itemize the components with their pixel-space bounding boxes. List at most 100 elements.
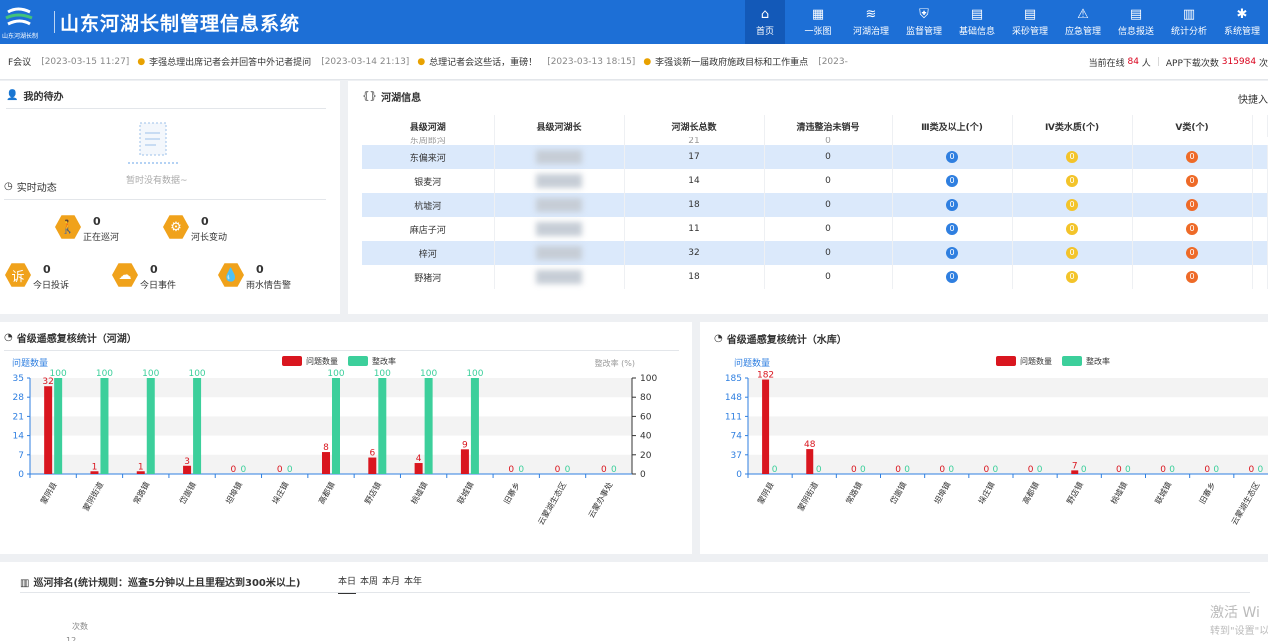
nav-label: 采砂管理	[1011, 27, 1048, 37]
nav-label: 系统管理	[1223, 27, 1260, 37]
ticker-headline[interactable]: 总理记者会这些话，重磅！	[429, 58, 538, 68]
count-badge[interactable]: 0	[1186, 151, 1198, 163]
nav-item-2[interactable]: ≋ 河湖治理	[851, 0, 891, 44]
nav-item-9[interactable]: ✱ 系统管理	[1222, 0, 1262, 44]
bracket-icon: ⦃⦄	[362, 90, 378, 102]
activation-watermark-sub: 转到"设置"以	[1210, 626, 1268, 637]
count-badge[interactable]: 0	[1186, 247, 1198, 259]
ticker-headline[interactable]: 李强总理出席记者会并回答中外记者提问	[149, 58, 312, 68]
complaint-icon[interactable]: 诉	[5, 263, 31, 287]
quality-cell: 0	[1132, 169, 1253, 193]
event-icon[interactable]: ☁	[112, 263, 138, 287]
count-badge[interactable]: 0	[1066, 199, 1078, 211]
count-badge[interactable]: 0	[1186, 199, 1198, 211]
nav-item-4[interactable]: ▤ 基础信息	[957, 0, 997, 44]
nav-label: 一张图	[804, 27, 832, 37]
data-label: 0	[1125, 465, 1131, 475]
nav-item-8[interactable]: ▥ 统计分析	[1169, 0, 1209, 44]
y-axis-label: 问题数量	[734, 357, 770, 369]
problem-bar	[322, 452, 330, 474]
count-badge[interactable]: 0	[1066, 223, 1078, 235]
tab-2[interactable]: 本月	[382, 577, 401, 587]
column-header: 县级河湖长	[494, 115, 625, 137]
chart-icon: ▥	[1182, 7, 1196, 22]
river-name-cell: 东偏来河	[362, 145, 495, 169]
count-badge[interactable]: 0	[1066, 175, 1078, 187]
x-tick-label: 旧寨乡	[1197, 480, 1218, 506]
ticker-headline[interactable]: 李强谈新一届政府施政目标和工作重点	[655, 58, 809, 68]
legend-swatch	[996, 356, 1016, 366]
online-stats: 当前在线 84 人 | APP下载次数 315984 次	[1078, 44, 1268, 79]
org-change-icon[interactable]: ⚙	[163, 215, 189, 239]
data-label: 0	[816, 465, 822, 475]
cleanup-cell: 0	[764, 145, 893, 169]
data-label: 0	[611, 465, 617, 475]
river-name-cell: 杭墟河	[362, 193, 495, 217]
count-badge[interactable]: 0	[946, 247, 958, 259]
y-tick-label: 0	[736, 470, 742, 480]
nav-label: 基础信息	[958, 27, 995, 37]
count-badge[interactable]: 0	[946, 151, 958, 163]
online-count: 84	[1127, 57, 1139, 67]
legend-label: 问题数量	[1020, 356, 1052, 366]
rain-alarm-icon[interactable]: 💧	[218, 263, 244, 287]
data-label: 0	[1258, 465, 1264, 475]
quick-link[interactable]: 快捷入	[1238, 95, 1268, 106]
x-tick-label: 蒙阴县	[755, 480, 776, 506]
y-tick-label: 28	[13, 393, 25, 403]
count-badge[interactable]: 0	[1066, 247, 1078, 259]
data-label: 0	[601, 465, 607, 475]
problem-bar	[44, 386, 53, 474]
count-badge[interactable]: 0	[946, 223, 958, 235]
chief-total-cell: 14	[624, 169, 765, 193]
tab-0[interactable]: 本日	[338, 577, 357, 594]
y2-tick-label: 80	[640, 393, 652, 403]
chief-total-cell: 32	[624, 241, 765, 265]
download-label: APP下载次数	[1165, 58, 1219, 69]
stat-label: 今日事件	[140, 281, 177, 291]
nav-item-7[interactable]: ▤ 信息报送	[1116, 0, 1156, 44]
x-tick-label: 云蒙办事处	[586, 480, 615, 520]
nav-item-1[interactable]: ▦ 一张图	[798, 0, 838, 44]
problem-bar	[460, 449, 469, 474]
redacted-name	[536, 222, 582, 236]
column-header: Ⅳ类水质(个)	[1012, 115, 1133, 137]
count-badge[interactable]: 0	[1186, 175, 1198, 187]
count-badge[interactable]: 0	[1186, 271, 1198, 283]
count-badge[interactable]: 0	[946, 271, 958, 283]
count-badge[interactable]: 0	[1186, 223, 1198, 235]
data-label: 100	[188, 369, 205, 379]
nav-item-3[interactable]: ⛨ 监督管理	[904, 0, 944, 44]
y-axis-label: 问题数量	[12, 357, 48, 369]
problem-bar	[762, 379, 770, 474]
y-tick-label: 7	[18, 451, 24, 461]
home-icon: ⌂	[760, 7, 770, 22]
data-label: 0	[860, 465, 866, 475]
count-badge[interactable]: 0	[1066, 151, 1078, 163]
legend-label: 整改率	[372, 356, 396, 366]
table-cell: 东周郎沟	[362, 137, 495, 145]
table-cell	[1252, 241, 1268, 265]
logo-text: 山东河湖长制	[2, 33, 39, 40]
tab-3[interactable]: 本年	[404, 577, 423, 587]
y2-tick-label: 40	[640, 432, 652, 442]
y2-tick-label: 60	[640, 412, 652, 422]
count-badge[interactable]: 0	[946, 199, 958, 211]
x-tick-label: 联城镇	[1153, 480, 1174, 506]
river-info-title: 河湖信息	[381, 92, 422, 104]
tab-1[interactable]: 本周	[360, 577, 379, 587]
grid-band	[30, 378, 632, 398]
nav-item-6[interactable]: ⚠ 应急管理	[1063, 0, 1103, 44]
nav-item-5[interactable]: ▤ 采砂管理	[1010, 0, 1050, 44]
count-badge[interactable]: 0	[946, 175, 958, 187]
count-badge[interactable]: 0	[1066, 271, 1078, 283]
reservoir-chart-title: 省级遥感复核统计（水库）	[726, 334, 847, 346]
ticker-headline[interactable]: F会议	[8, 58, 32, 68]
nav-label: 信息报送	[1117, 27, 1154, 37]
walking-person-icon[interactable]: 🚶	[55, 215, 81, 239]
nav-item-0[interactable]: ⌂ 首页	[745, 0, 785, 44]
loading-icon: ◔	[714, 332, 723, 344]
clock-icon: ◷	[4, 181, 13, 192]
y-tick-label: 148	[725, 393, 742, 403]
